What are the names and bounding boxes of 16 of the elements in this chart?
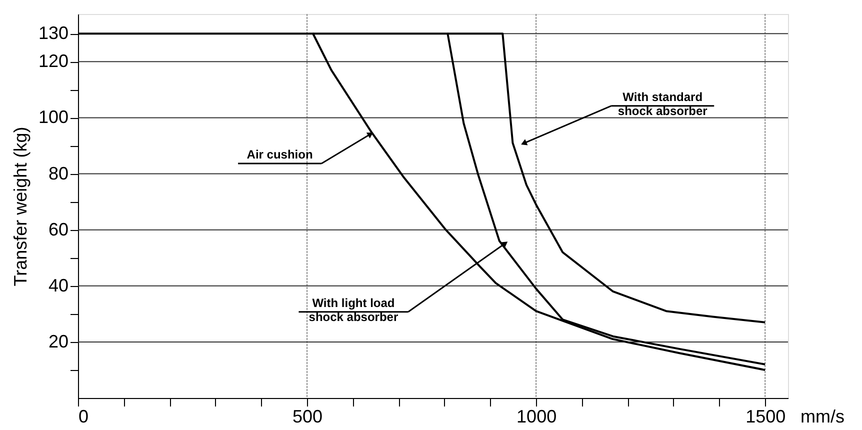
x-tick-label: 0 [78,406,89,426]
y-tick-label: 60 [48,219,68,240]
annotation: With light load shock absorber [308,296,398,324]
y-tick-label: 120 [38,51,68,72]
y-axis-title: Transfer weight (kg) [10,126,30,286]
y-tick-label: 100 [38,107,68,128]
annotation: With standard shock absorber [618,90,708,118]
y-tick-label: 40 [48,275,68,296]
x-axis-title: mm/s [800,406,844,426]
x-tick-label: 500 [292,406,323,426]
y-tick-label: 20 [48,331,68,352]
y-tick-label: 130 [38,23,68,44]
x-tick-label: 1000 [516,406,557,426]
annotation: Air cushion [246,148,313,162]
x-tick-label: 1500 [746,406,786,426]
y-tick-label: 80 [48,163,68,184]
